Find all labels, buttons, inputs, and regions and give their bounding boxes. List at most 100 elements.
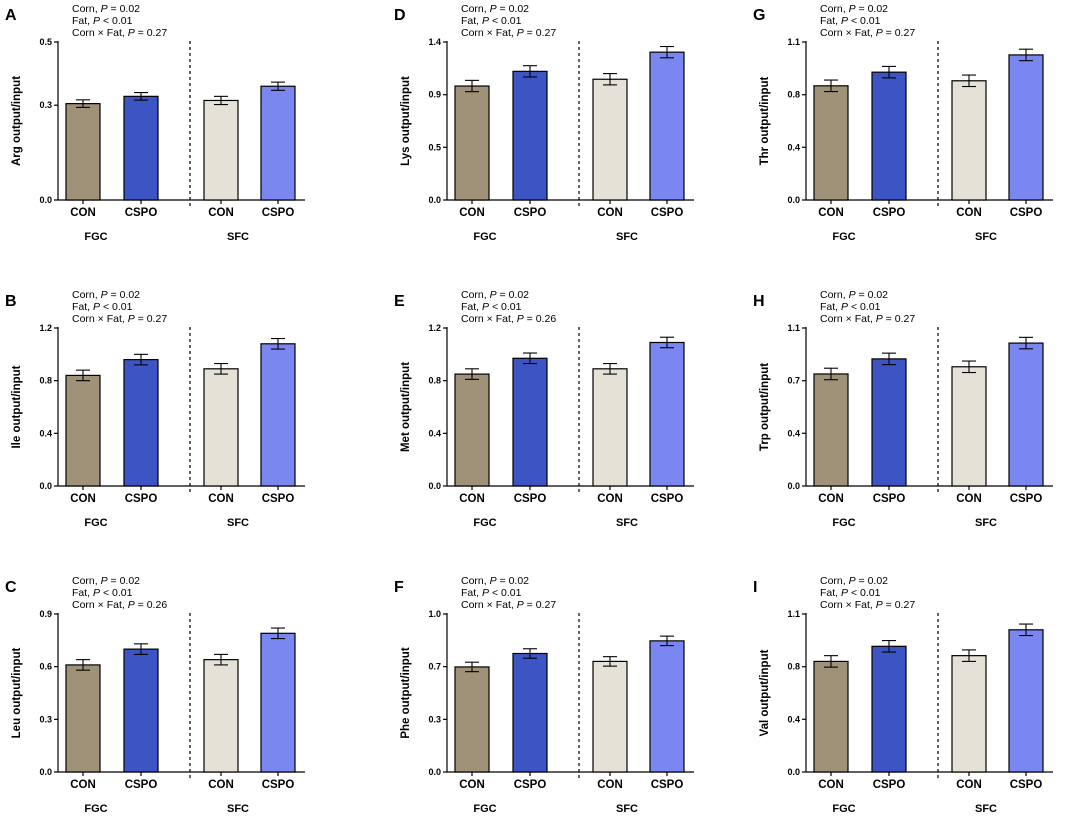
category-label-fgc-con: CON bbox=[459, 779, 485, 791]
stat-annotation-3: Corn × Fat, P = 0.27 bbox=[820, 27, 915, 39]
category-label-sfc-cspo: CSPO bbox=[651, 493, 684, 505]
stat-annotation-1: Corn, P = 0.02 bbox=[461, 3, 529, 15]
bar-sfc-con bbox=[203, 368, 239, 487]
bar-fgc-con bbox=[65, 664, 101, 773]
y-tick-label: 0.0 bbox=[787, 481, 800, 491]
stat-annotation-2: Fat, P < 0.01 bbox=[461, 301, 522, 313]
category-label-fgc-cspo: CSPO bbox=[125, 207, 158, 219]
stat-annotation-2: Fat, P < 0.01 bbox=[461, 15, 522, 27]
bar-fgc-con bbox=[454, 85, 490, 201]
y-tick-label: 0.4 bbox=[39, 428, 52, 438]
bar-fgc-con bbox=[454, 373, 490, 487]
stat-annotation-1: Corn, P = 0.02 bbox=[820, 3, 888, 15]
y-tick-label: 0.5 bbox=[428, 142, 441, 152]
stat-annotation-3: Corn × Fat, P = 0.27 bbox=[72, 313, 167, 325]
y-tick-label: 1.1 bbox=[787, 609, 800, 619]
y-tick-label: 0.0 bbox=[39, 195, 52, 205]
y-tick-label: 0.0 bbox=[428, 767, 441, 777]
stat-annotation-2: Fat, P < 0.01 bbox=[72, 587, 133, 599]
bar-sfc-con bbox=[203, 659, 239, 773]
category-label-sfc-con: CON bbox=[208, 207, 234, 219]
stat-annotation-1: Corn, P = 0.02 bbox=[820, 575, 888, 587]
group-label-sfc: SFC bbox=[227, 803, 249, 815]
category-label-sfc-cspo: CSPO bbox=[651, 207, 684, 219]
group-label-fgc: FGC bbox=[84, 517, 107, 529]
y-tick-label: 0.9 bbox=[39, 609, 52, 619]
y-tick-label: 1.4 bbox=[428, 37, 441, 47]
y-tick-label: 0.6 bbox=[39, 662, 52, 672]
category-label-fgc-cspo: CSPO bbox=[873, 779, 906, 791]
y-axis-label: Met output/input bbox=[400, 362, 412, 452]
bar-fgc-con bbox=[813, 660, 849, 773]
category-label-fgc-con: CON bbox=[818, 207, 844, 219]
bar-sfc-cspo bbox=[1008, 342, 1044, 487]
y-tick-label: 0.4 bbox=[787, 714, 800, 724]
category-label-sfc-con: CON bbox=[956, 779, 982, 791]
panel-letter: H bbox=[753, 293, 765, 310]
stat-annotation-3: Corn × Fat, P = 0.27 bbox=[820, 599, 915, 611]
category-label-sfc-cspo: CSPO bbox=[651, 779, 684, 791]
bar-sfc-cspo bbox=[649, 640, 685, 773]
bar-fgc-cspo bbox=[512, 357, 548, 487]
category-label-fgc-con: CON bbox=[818, 779, 844, 791]
stat-annotation-2: Fat, P < 0.01 bbox=[820, 301, 881, 313]
stat-annotation-1: Corn, P = 0.02 bbox=[820, 289, 888, 301]
group-label-sfc: SFC bbox=[616, 231, 638, 243]
bar-fgc-con bbox=[813, 85, 849, 201]
y-tick-label: 0.0 bbox=[39, 767, 52, 777]
group-label-sfc: SFC bbox=[616, 517, 638, 529]
category-label-fgc-con: CON bbox=[459, 493, 485, 505]
category-label-sfc-cspo: CSPO bbox=[1010, 493, 1043, 505]
group-label-sfc: SFC bbox=[975, 231, 997, 243]
group-label-fgc: FGC bbox=[832, 517, 855, 529]
bar-fgc-cspo bbox=[123, 95, 159, 201]
panel-letter: D bbox=[394, 7, 406, 24]
panel-letter: I bbox=[753, 579, 757, 596]
bar-sfc-cspo bbox=[260, 632, 296, 773]
bar-sfc-con bbox=[592, 368, 628, 487]
y-axis-label: Phe output/input bbox=[400, 647, 412, 739]
stat-annotation-1: Corn, P = 0.02 bbox=[461, 289, 529, 301]
stat-annotation-1: Corn, P = 0.02 bbox=[72, 3, 140, 15]
panel-letter: E bbox=[394, 293, 405, 310]
y-tick-label: 1.1 bbox=[787, 37, 800, 47]
bar-sfc-cspo bbox=[260, 343, 296, 487]
panel-letter: C bbox=[5, 579, 17, 596]
panel-letter: G bbox=[753, 7, 765, 24]
group-label-fgc: FGC bbox=[473, 803, 496, 815]
y-tick-label: 1.0 bbox=[428, 609, 441, 619]
category-label-fgc-con: CON bbox=[818, 493, 844, 505]
bar-fgc-con bbox=[454, 666, 490, 773]
category-label-fgc-cspo: CSPO bbox=[125, 493, 158, 505]
stat-annotation-2: Fat, P < 0.01 bbox=[820, 587, 881, 599]
panel-letter: A bbox=[5, 7, 17, 24]
y-tick-label: 0.9 bbox=[428, 90, 441, 100]
bar-sfc-cspo bbox=[1008, 54, 1044, 201]
stat-annotation-3: Corn × Fat, P = 0.26 bbox=[461, 313, 556, 325]
category-label-sfc-cspo: CSPO bbox=[262, 207, 295, 219]
bar-sfc-con bbox=[592, 78, 628, 201]
bar-sfc-cspo bbox=[1008, 629, 1044, 773]
category-label-fgc-cspo: CSPO bbox=[514, 493, 547, 505]
category-label-fgc-cspo: CSPO bbox=[873, 493, 906, 505]
stat-annotation-3: Corn × Fat, P = 0.26 bbox=[72, 599, 167, 611]
bar-fgc-cspo bbox=[512, 652, 548, 773]
group-label-sfc: SFC bbox=[975, 803, 997, 815]
y-tick-label: 0.0 bbox=[787, 767, 800, 777]
bar-fgc-cspo bbox=[123, 358, 159, 487]
bar-fgc-cspo bbox=[123, 648, 159, 773]
y-tick-label: 0.3 bbox=[39, 714, 52, 724]
y-tick-label: 0.3 bbox=[428, 714, 441, 724]
stat-annotation-2: Fat, P < 0.01 bbox=[72, 301, 133, 313]
y-axis-label: Thr output/input bbox=[759, 76, 771, 165]
category-label-fgc-con: CON bbox=[70, 779, 96, 791]
category-label-sfc-con: CON bbox=[597, 207, 623, 219]
y-axis-label: Arg output/input bbox=[11, 76, 23, 166]
bar-sfc-cspo bbox=[649, 51, 685, 201]
group-label-fgc: FGC bbox=[832, 231, 855, 243]
y-tick-label: 0.5 bbox=[39, 37, 52, 47]
